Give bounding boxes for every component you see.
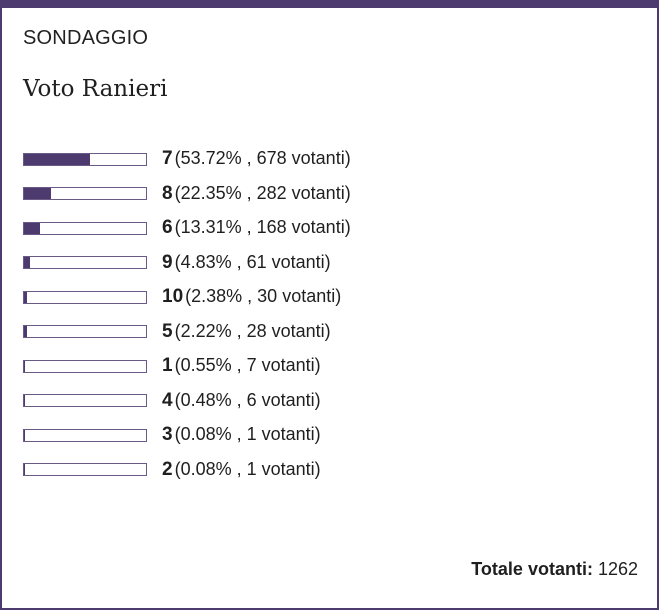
option-label: 7 [162,148,173,170]
option-label: 5 [162,320,173,342]
result-bar [23,221,147,235]
poll-option[interactable]: 9 (4.83% , 61 votanti) [23,246,623,281]
option-label: 3 [162,424,173,446]
option-text: 7 (53.72% , 678 votanti) [162,148,351,170]
result-bar [23,152,147,166]
poll-option[interactable]: 8 (22.35% , 282 votanti) [23,177,623,212]
option-text: 10 (2.38% , 30 votanti) [162,286,341,308]
result-bar-fill [24,257,30,269]
total-voters: Totale votanti: 1262 [471,559,638,580]
result-bar [23,359,147,373]
option-stats: (22.35% , 282 votanti) [174,182,351,203]
result-bar [23,325,147,339]
poll-option[interactable]: 5 (2.22% , 28 votanti) [23,315,623,350]
result-bar-fill [24,326,27,338]
option-stats: (2.22% , 28 votanti) [174,320,331,341]
option-label: 4 [162,389,173,411]
result-bar-fill [24,464,25,476]
option-text: 2 (0.08% , 1 votanti) [162,459,321,481]
total-voters-label: Totale votanti: [471,559,593,579]
result-bar [23,187,147,201]
poll-option[interactable]: 3 (0.08% , 1 votanti) [23,418,623,453]
result-bar-fill [24,291,27,303]
section-label: SONDAGGIO [23,27,149,49]
result-bar-fill [24,222,41,234]
result-bar [23,290,147,304]
result-bar [23,394,147,408]
poll-option[interactable]: 2 (0.08% , 1 votanti) [23,453,623,488]
option-label: 8 [162,182,173,204]
result-bar-fill [24,188,52,200]
option-stats: (53.72% , 678 votanti) [174,148,351,169]
poll-question: Voto Ranieri [23,76,168,102]
option-text: 5 (2.22% , 28 votanti) [162,321,331,343]
result-bar [23,256,147,270]
poll-option[interactable]: 1 (0.55% , 7 votanti) [23,349,623,384]
option-label: 6 [162,217,173,239]
option-stats: (0.08% , 1 votanti) [174,458,321,479]
option-stats: (2.38% , 30 votanti) [185,286,342,307]
poll-option[interactable]: 4 (0.48% , 6 votanti) [23,384,623,419]
option-stats: (0.48% , 6 votanti) [174,389,321,410]
option-label: 1 [162,355,173,377]
result-bar-fill [24,360,25,372]
option-text: 3 (0.08% , 1 votanti) [162,424,321,446]
result-bar [23,463,147,477]
total-voters-value: 1262 [597,559,638,579]
poll-options-list: 7 (53.72% , 678 votanti) 8 (22.35% , 282 v… [23,142,623,487]
option-label: 9 [162,251,173,273]
result-bar [23,428,147,442]
option-text: 4 (0.48% , 6 votanti) [162,390,321,412]
result-bar-fill [24,429,25,441]
poll-option[interactable]: 7 (53.72% , 678 votanti) [23,142,623,177]
option-label: 10 [162,286,184,308]
poll-option[interactable]: 10 (2.38% , 30 votanti) [23,280,623,315]
result-bar-fill [24,153,90,165]
option-label: 2 [162,458,173,480]
option-text: 8 (22.35% , 282 votanti) [162,183,351,205]
option-stats: (0.55% , 7 votanti) [174,355,321,376]
option-stats: (4.83% , 61 votanti) [174,251,331,272]
option-text: 6 (13.31% , 168 votanti) [162,217,351,239]
option-text: 1 (0.55% , 7 votanti) [162,355,321,377]
option-text: 9 (4.83% , 61 votanti) [162,252,331,274]
poll-option[interactable]: 6 (13.31% , 168 votanti) [23,211,623,246]
option-stats: (0.08% , 1 votanti) [174,424,321,445]
option-stats: (13.31% , 168 votanti) [174,217,351,238]
result-bar-fill [24,395,25,407]
